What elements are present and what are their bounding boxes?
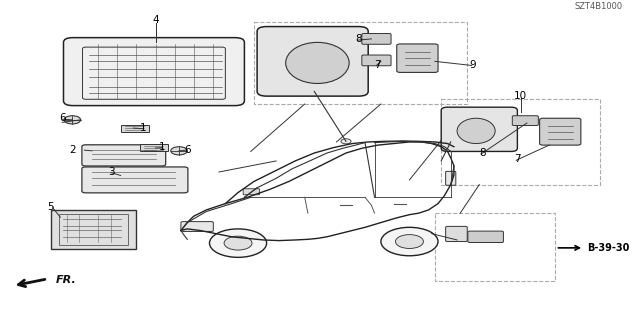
FancyBboxPatch shape — [257, 26, 368, 96]
Text: 5: 5 — [47, 202, 54, 212]
Text: SZT4B1000: SZT4B1000 — [574, 2, 622, 11]
FancyBboxPatch shape — [181, 222, 213, 231]
FancyBboxPatch shape — [441, 107, 517, 152]
Text: 8: 8 — [355, 34, 362, 44]
FancyBboxPatch shape — [120, 125, 149, 131]
FancyBboxPatch shape — [362, 33, 391, 44]
FancyBboxPatch shape — [63, 38, 244, 106]
Circle shape — [381, 227, 438, 256]
Text: 7: 7 — [374, 60, 381, 70]
Text: 6: 6 — [184, 145, 191, 155]
Text: B-39-30: B-39-30 — [588, 243, 630, 253]
Circle shape — [224, 236, 252, 250]
FancyBboxPatch shape — [82, 145, 166, 166]
Circle shape — [64, 116, 81, 124]
Circle shape — [396, 234, 424, 249]
FancyBboxPatch shape — [51, 210, 136, 249]
Ellipse shape — [285, 42, 349, 84]
FancyBboxPatch shape — [468, 231, 504, 242]
Text: 1: 1 — [140, 123, 146, 133]
FancyBboxPatch shape — [512, 116, 538, 125]
Circle shape — [171, 147, 188, 155]
FancyBboxPatch shape — [445, 226, 467, 241]
Circle shape — [341, 139, 351, 144]
Text: 7: 7 — [514, 154, 521, 164]
Text: 9: 9 — [470, 60, 476, 70]
Text: 2: 2 — [70, 145, 76, 155]
Circle shape — [209, 229, 267, 257]
FancyBboxPatch shape — [82, 167, 188, 193]
FancyBboxPatch shape — [362, 55, 391, 66]
Text: 6: 6 — [59, 113, 65, 123]
FancyBboxPatch shape — [140, 145, 168, 152]
Text: 10: 10 — [514, 91, 527, 101]
FancyBboxPatch shape — [397, 44, 438, 72]
Text: FR.: FR. — [56, 275, 77, 286]
FancyBboxPatch shape — [540, 118, 581, 145]
Ellipse shape — [457, 118, 495, 144]
Text: 4: 4 — [152, 15, 159, 25]
Text: 1: 1 — [159, 142, 165, 152]
FancyBboxPatch shape — [243, 189, 260, 195]
Text: 8: 8 — [479, 148, 486, 158]
FancyBboxPatch shape — [445, 171, 456, 185]
Text: 3: 3 — [108, 167, 115, 177]
